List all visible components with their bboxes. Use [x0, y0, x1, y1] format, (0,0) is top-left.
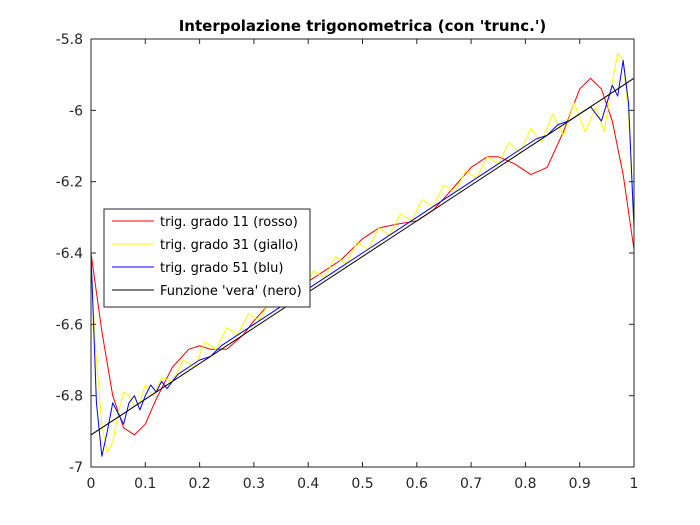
y-tick-label: -6.2 — [56, 175, 83, 191]
x-tick-label: 0.7 — [460, 476, 482, 492]
legend-label-1: trig. grado 31 (giallo) — [160, 238, 298, 253]
legend: trig. grado 11 (rosso) trig. grado 31 (gi… — [103, 208, 311, 308]
y-tick-label: -7 — [69, 460, 83, 476]
axes: 0 0.1 0.2 0.3 0.4 0.5 0.6 0.7 0.8 0.9 1 -7 -6.8 -6.6 -… — [56, 32, 639, 492]
legend-label-3: Funzione 'vera' (nero) — [160, 284, 302, 299]
y-tick-label: -6.6 — [56, 317, 83, 333]
legend-box — [103, 208, 311, 308]
series-line-2 — [91, 59, 634, 457]
x-tick-label: 0.6 — [406, 476, 428, 492]
y-tick-label: -5.8 — [56, 32, 83, 48]
x-tick-label: 0.2 — [188, 476, 210, 492]
series-line-3 — [91, 77, 634, 436]
y-tick-label: -6.4 — [56, 246, 83, 262]
x-tick-label: 0.3 — [243, 476, 265, 492]
x-tick-label: 0.4 — [297, 476, 319, 492]
series-layer — [91, 52, 634, 457]
legend-label-0: trig. grado 11 (rosso) — [160, 215, 298, 230]
x-tick-label: 0.9 — [569, 476, 591, 492]
y-tick-label: -6.8 — [56, 389, 83, 405]
series-line-0 — [91, 77, 634, 436]
x-tick-label: 0.8 — [514, 476, 536, 492]
x-tick-label: 1 — [630, 476, 639, 492]
legend-label-2: trig. grado 51 (blu) — [160, 261, 283, 276]
x-tick-label: 0.1 — [134, 476, 156, 492]
x-tick-label: 0.5 — [351, 476, 373, 492]
x-tick-label: 0 — [87, 476, 96, 492]
chart-title: Interpolazione trigonometrica (con 'trun… — [179, 17, 547, 35]
y-tick-label: -6 — [69, 103, 83, 119]
